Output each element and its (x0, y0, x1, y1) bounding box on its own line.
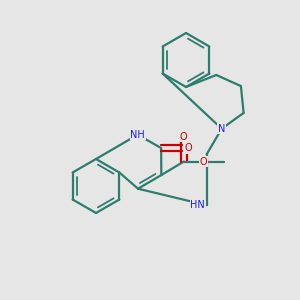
Text: HN: HN (190, 200, 205, 210)
Text: O: O (184, 143, 192, 153)
Text: O: O (180, 132, 188, 142)
Text: O: O (200, 157, 207, 166)
Text: NH: NH (130, 130, 145, 140)
Text: N: N (218, 124, 225, 134)
